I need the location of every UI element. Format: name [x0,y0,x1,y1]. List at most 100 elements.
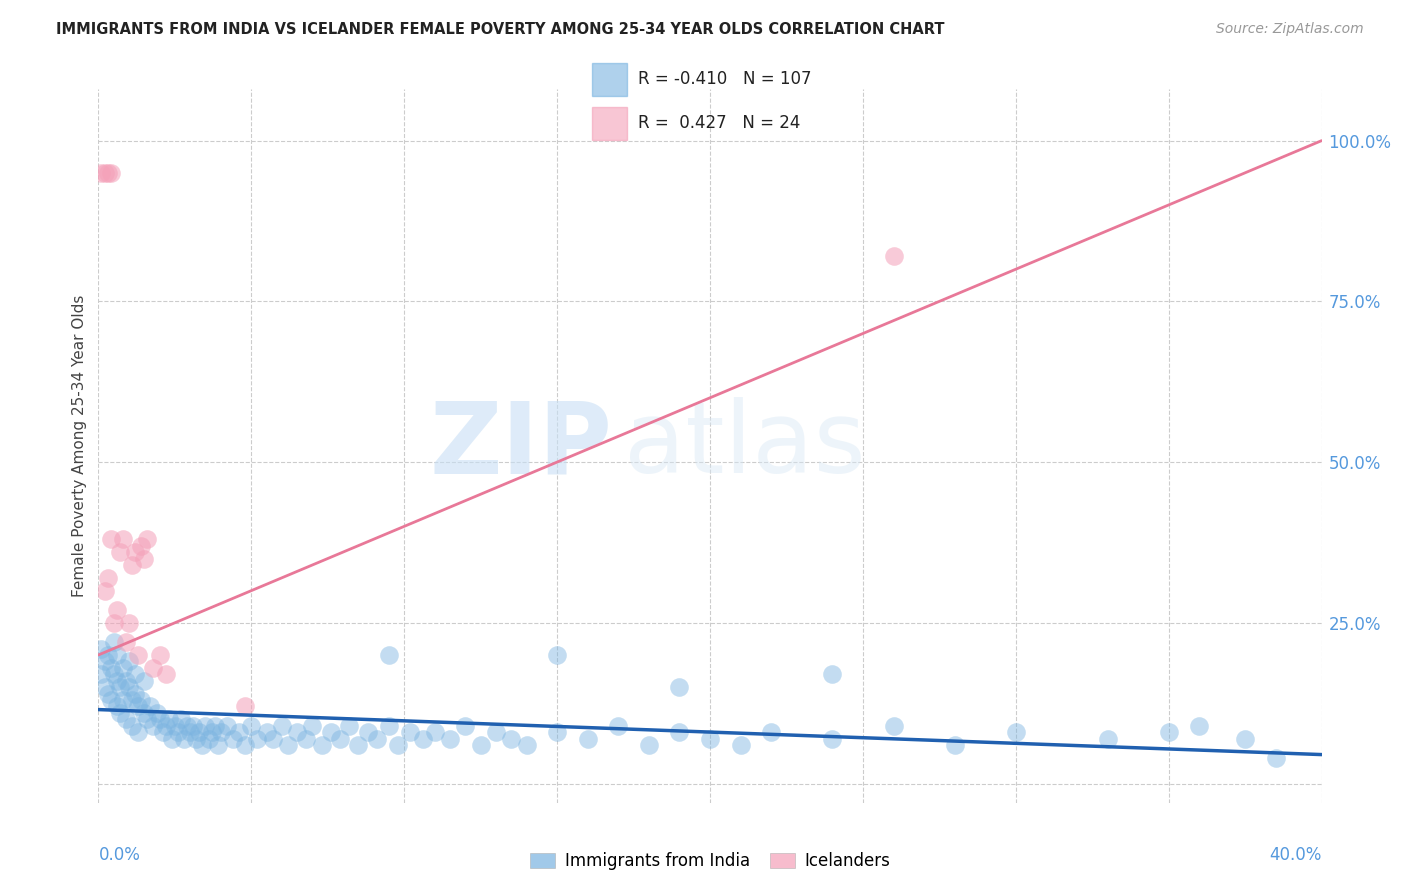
Point [285,725,308,739]
Point [222,731,245,746]
Point [111,533,134,547]
Point [366,731,388,746]
Point [127,648,149,662]
Point [145,706,167,720]
Point [103,667,125,681]
Point [637,738,661,752]
Point [378,719,401,733]
Point [152,725,174,739]
Point [142,719,165,733]
Point [108,680,131,694]
Point [821,667,844,681]
Point [97,648,120,662]
Point [115,712,138,726]
Point [157,712,180,726]
Point [262,731,284,746]
Point [270,719,292,733]
Point [197,731,219,746]
Point [347,738,370,752]
Text: Source: ZipAtlas.com: Source: ZipAtlas.com [1216,22,1364,37]
Point [149,648,172,662]
Point [134,673,156,688]
Point [730,738,752,752]
Point [412,731,434,746]
Point [439,731,461,746]
Point [209,725,232,739]
Point [516,738,538,752]
Point [142,661,165,675]
Point [295,731,318,746]
Point [97,686,120,700]
Point [1097,731,1119,746]
Point [1157,725,1180,739]
Text: 40.0%: 40.0% [1270,846,1322,863]
Point [108,706,131,720]
Point [1234,731,1257,746]
Point [93,654,115,668]
Point [118,680,141,694]
Point [127,699,149,714]
Point [576,731,599,746]
Point [105,699,128,714]
Point [454,719,477,733]
Point [155,667,177,681]
Point [470,738,492,752]
Point [191,738,214,752]
Text: R =  0.427   N = 24: R = 0.427 N = 24 [638,114,800,132]
Point [108,545,131,559]
Point [759,725,782,739]
FancyBboxPatch shape [592,107,627,140]
Point [149,712,172,726]
Point [194,719,217,733]
Point [423,725,446,739]
Point [204,719,226,733]
Legend: Immigrants from India, Icelanders: Immigrants from India, Icelanders [523,846,897,877]
Point [111,693,134,707]
Point [170,712,193,726]
Point [311,738,333,752]
Point [501,731,523,746]
Point [200,725,222,739]
Point [167,725,190,739]
Point [173,731,195,746]
Point [103,635,125,649]
Point [233,738,256,752]
Point [121,693,143,707]
Point [240,719,263,733]
Point [93,583,115,598]
Point [97,571,120,585]
Point [301,719,323,733]
Point [129,539,152,553]
Point [1264,751,1286,765]
Point [277,738,299,752]
Point [105,603,128,617]
Point [100,661,122,675]
Point [90,667,112,681]
Text: 0.0%: 0.0% [98,846,141,863]
Point [129,693,152,707]
Text: R = -0.410   N = 107: R = -0.410 N = 107 [638,70,811,88]
Point [124,545,146,559]
Point [134,706,156,720]
Point [105,673,128,688]
Point [118,615,141,630]
Point [100,533,122,547]
Point [319,725,342,739]
Point [668,680,690,694]
Text: atlas: atlas [624,398,866,494]
Point [356,725,378,739]
Point [100,693,122,707]
Point [136,712,159,726]
Point [105,648,128,662]
Point [546,725,568,739]
Point [246,731,269,746]
Point [90,641,112,656]
Point [1004,725,1026,739]
Point [136,533,159,547]
Point [228,725,250,739]
Point [485,725,508,739]
Point [378,648,401,662]
Point [155,719,177,733]
Point [186,731,208,746]
Point [97,166,120,180]
